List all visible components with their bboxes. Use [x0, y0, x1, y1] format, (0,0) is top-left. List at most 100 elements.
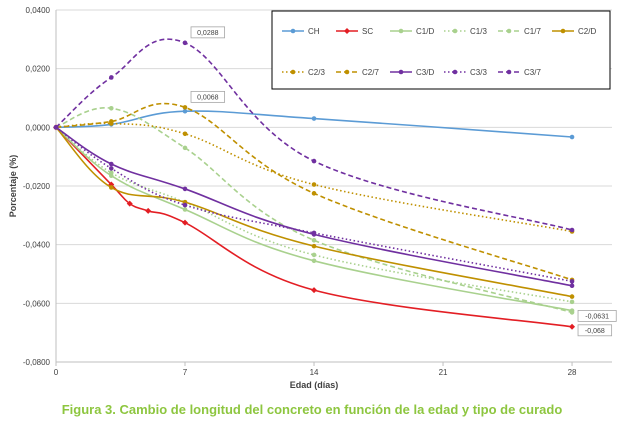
data-label: 0,0068 [197, 95, 219, 102]
line-chart: 0,0400 0,0200 0,0000 -0,0200 -0,0400 -0,0600 -… [8, 6, 617, 390]
legend-swatch-marker [344, 69, 350, 75]
series-c1-7 [53, 105, 575, 315]
data-label: -0,0631 [585, 314, 609, 321]
y-tick-label: -0,0400 [23, 241, 51, 250]
data-point [182, 207, 188, 212]
series-line-c2-7 [55, 102, 573, 281]
series-line-c2-d [55, 126, 573, 298]
legend-label: CH [308, 27, 320, 36]
series-c1-d [53, 125, 575, 313]
data-point [108, 75, 114, 80]
legend-item-ch: CH [282, 27, 320, 36]
data-label: -0,068 [585, 328, 605, 335]
legend-swatch-marker [452, 69, 458, 75]
legend-item-sc: SC [336, 27, 373, 36]
legend-label: C1/D [416, 27, 434, 36]
y-tick-label: 0,0400 [26, 6, 51, 15]
series-line-c3-3 [55, 126, 573, 283]
legend-item-c3-3: C3/3 [444, 68, 487, 77]
legend-item-c1-7: C1/7 [498, 27, 541, 36]
data-label: 0,0288 [197, 30, 219, 37]
data-point [569, 299, 575, 305]
data-point [53, 125, 59, 130]
x-tick-label: 28 [568, 368, 577, 377]
series-line-c1-3 [55, 126, 573, 303]
legend-label: C1/3 [470, 27, 487, 36]
data-point [182, 40, 188, 46]
legend-label: C2/7 [362, 68, 379, 77]
legend-label: C2/3 [308, 68, 325, 77]
data-point [569, 310, 575, 315]
data-label-box [190, 90, 226, 103]
legend-label: C3/3 [470, 68, 487, 77]
legend-label: C2/D [578, 27, 596, 36]
series-c2-3 [53, 121, 575, 234]
legend-swatch-marker [344, 28, 350, 34]
legend-item-c2-3: C2/3 [282, 68, 325, 77]
data-point [182, 105, 188, 110]
data-point [311, 158, 317, 164]
data-point [311, 287, 318, 294]
legend-label: C1/7 [524, 27, 541, 36]
series-line-c1-d [55, 126, 573, 312]
series-line-c3-d [55, 126, 573, 287]
data-point [145, 207, 152, 214]
legend-item-c1-d: C1/D [390, 27, 434, 36]
legend-item-c3-d: C3/D [390, 68, 434, 77]
data-point [569, 323, 576, 330]
y-axis-title: Porcentaje (%) [8, 155, 18, 218]
x-tick-label: 0 [54, 368, 59, 377]
data-point [569, 294, 575, 299]
legend-frame [271, 10, 611, 90]
data-label-box [190, 26, 226, 39]
legend-swatch-marker [398, 28, 404, 34]
series-c3-d [53, 125, 575, 289]
data-point [311, 243, 317, 249]
y-tick-label: -0,0600 [23, 299, 51, 308]
legend-label: SC [362, 27, 373, 36]
series-c3-7 [53, 38, 575, 233]
legend-swatch-marker [560, 28, 566, 34]
data-point [311, 258, 317, 264]
legend-swatch-marker [506, 28, 512, 34]
legend-label: C3/7 [524, 68, 541, 77]
x-tick-label: 7 [183, 368, 188, 377]
data-point [311, 191, 317, 196]
y-tick-label: 0,0200 [26, 65, 51, 74]
x-tick-label: 14 [310, 368, 319, 377]
data-point [311, 116, 317, 121]
legend-item-c1-3: C1/3 [444, 27, 487, 36]
legend-swatch-marker [452, 28, 458, 34]
legend-item-c3-7: C3/7 [498, 68, 541, 77]
data-point [182, 145, 188, 151]
figure-caption: Figura 3. Cambio de longitud del concret… [61, 402, 563, 417]
data-point [182, 131, 188, 137]
legend-swatch-marker [290, 69, 296, 75]
x-tick-label: 21 [439, 368, 448, 377]
legend: CH SC C1/D C1/3 C1/7 C2/D C2/3 C2/7 C3/D C3/3 C3/7 [271, 10, 611, 90]
y-tick-label: 0,0000 [26, 123, 51, 132]
series-c1-3 [53, 125, 575, 305]
data-point [108, 170, 114, 176]
data-point [311, 252, 317, 258]
data-point [182, 108, 188, 114]
data-point [182, 186, 188, 192]
legend-item-c2-7: C2/7 [336, 68, 379, 77]
data-point [569, 134, 575, 140]
data-point [311, 182, 317, 187]
y-tick-label: -0,0200 [23, 182, 51, 191]
series-line-c2-3 [55, 122, 573, 233]
data-point [569, 283, 575, 289]
data-point [108, 119, 114, 124]
data-point [126, 200, 133, 207]
legend-item-c2-d: C2/D [552, 27, 596, 36]
data-point [311, 230, 317, 236]
data-point [182, 202, 188, 208]
x-axis-title: Edad (días) [290, 380, 339, 390]
data-point [108, 105, 114, 111]
data-point [108, 166, 114, 171]
data-label-box [577, 310, 617, 322]
y-tick-label: -0,0800 [23, 358, 51, 367]
data-point [182, 219, 189, 226]
data-point [569, 279, 575, 284]
